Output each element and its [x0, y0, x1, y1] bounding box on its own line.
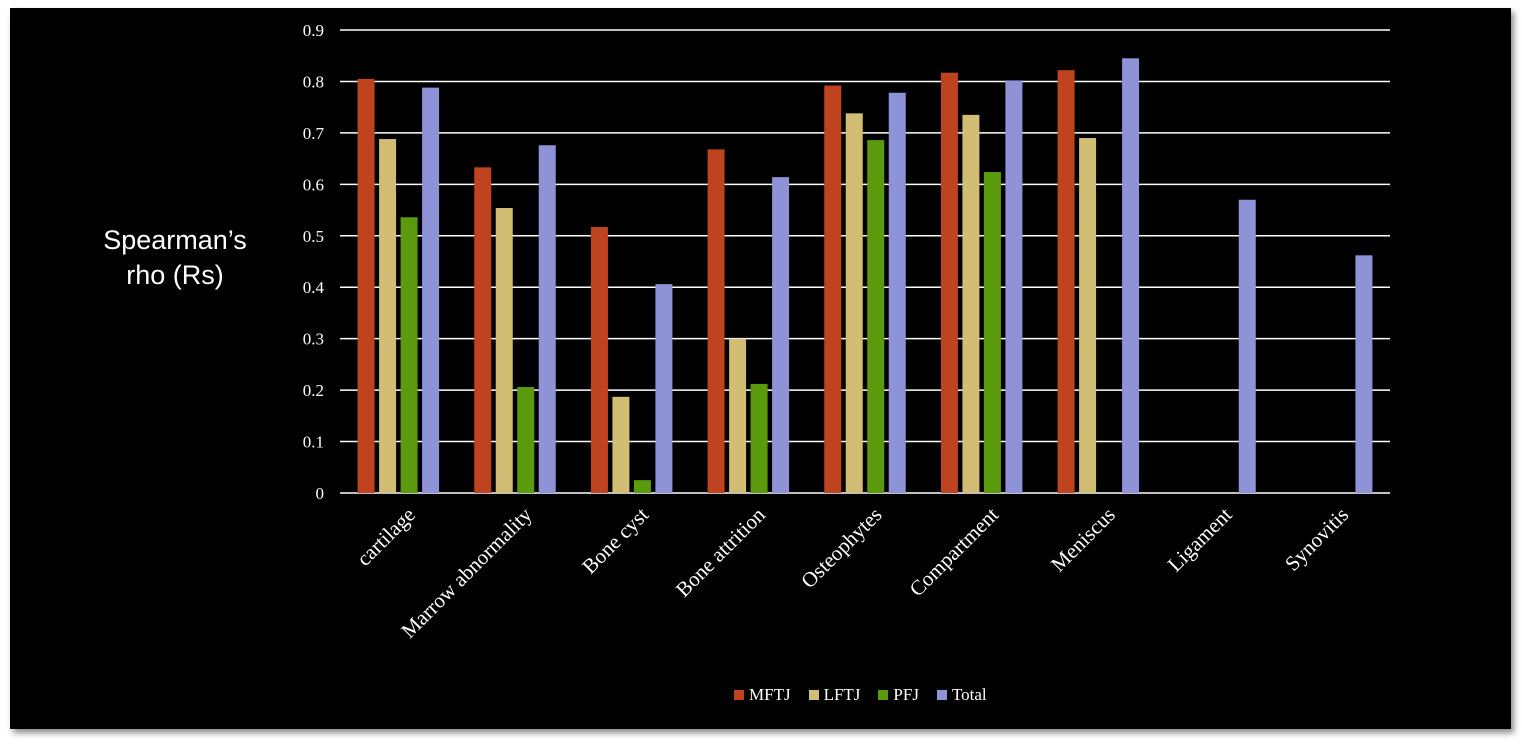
legend-swatch — [936, 690, 947, 700]
bar-pfj — [517, 387, 535, 493]
bar-lftj — [1079, 138, 1097, 494]
x-tick-label: cartilage — [352, 503, 420, 571]
bar-pfj — [750, 383, 768, 493]
bar-mftj — [590, 227, 608, 493]
x-tick-label: Synovitis — [1280, 503, 1353, 576]
y-tick-label: 0 — [316, 484, 325, 503]
bar-lftj — [962, 114, 980, 493]
y-axis-label-line-1: Spearman’s — [103, 225, 247, 255]
bar-lftj — [729, 338, 747, 493]
bar-lftj — [845, 113, 863, 493]
y-tick-label: 0.3 — [303, 330, 324, 349]
y-tick-label: 0.5 — [303, 227, 324, 246]
bar-chart: 0 0.1 0.2 0.3 0.4 0.5 0.6 0.7 0.8 0.9 cartilageMa… — [303, 21, 1390, 643]
legend-label: PFJ — [893, 685, 919, 704]
legend-label: LFTJ — [823, 685, 861, 704]
gridlines — [340, 29, 1390, 494]
y-tick-label: 0.2 — [303, 381, 324, 400]
y-axis-label-line-2: rho (Rs) — [126, 260, 224, 290]
bar-pfj — [633, 480, 651, 493]
bar-mftj — [357, 78, 375, 493]
legend-swatch — [878, 690, 889, 700]
bar-total — [422, 87, 440, 494]
bar-lftj — [612, 396, 630, 493]
bar-lftj — [495, 207, 513, 493]
legend-item-total: Total — [936, 685, 987, 705]
x-tick-label: Ligament — [1163, 502, 1237, 576]
bar-lftj — [379, 139, 397, 493]
bars — [357, 58, 1373, 494]
bar-pfj — [983, 171, 1001, 493]
y-tick-label: 0.1 — [303, 433, 324, 452]
bar-mftj — [940, 72, 958, 494]
y-tick-label: 0.8 — [303, 72, 324, 91]
legend-item-lftj: LFTJ — [808, 685, 861, 705]
x-tick-label: Bone cyst — [577, 502, 653, 578]
bar-pfj — [867, 140, 885, 493]
chart-frame: 0 0.1 0.2 0.3 0.4 0.5 0.6 0.7 0.8 0.9 cartilage Ma… — [10, 8, 1511, 729]
y-tick-label: 0.4 — [303, 278, 325, 297]
bar-total — [1122, 58, 1140, 494]
bar-total — [888, 92, 906, 494]
x-tick-label: Meniscus — [1046, 503, 1120, 577]
legend-label: Total — [951, 685, 987, 704]
bar-mftj — [824, 85, 842, 493]
legend-label: MFTJ — [749, 685, 791, 704]
bar-mftj — [707, 149, 725, 493]
bar-pfj — [400, 217, 418, 493]
x-tick-label: Bone attrition — [671, 502, 770, 601]
x-tick-label: Marrow abnormality — [396, 502, 537, 643]
x-tick-label: Osteophytes — [796, 503, 886, 593]
bar-mftj — [1057, 70, 1075, 494]
x-tick-label: Compartment — [905, 502, 1004, 601]
bar-total — [538, 145, 556, 494]
legend-item-pfj: PFJ — [878, 685, 919, 705]
y-tick-label: 0.7 — [303, 124, 325, 143]
bar-total — [772, 177, 790, 493]
y-tick-label: 0.9 — [303, 21, 324, 40]
bar-total — [1005, 80, 1023, 493]
y-tick-label: 0.6 — [303, 175, 324, 194]
legend-item-mftj: MFTJ — [734, 685, 791, 705]
bar-mftj — [474, 167, 492, 493]
y-axis-label: Spearman’s rho (Rs) — [80, 223, 270, 293]
legend-swatch — [734, 690, 744, 700]
bar-total — [1355, 255, 1373, 493]
legend-swatch — [808, 690, 819, 700]
legend: MFTJ LFTJ PFJ Total — [734, 685, 987, 705]
bar-total — [655, 284, 673, 493]
y-axis-ticks: 0 0.1 0.2 0.3 0.4 0.5 0.6 0.7 0.8 0.9 — [303, 21, 325, 503]
bar-total — [1238, 199, 1256, 493]
